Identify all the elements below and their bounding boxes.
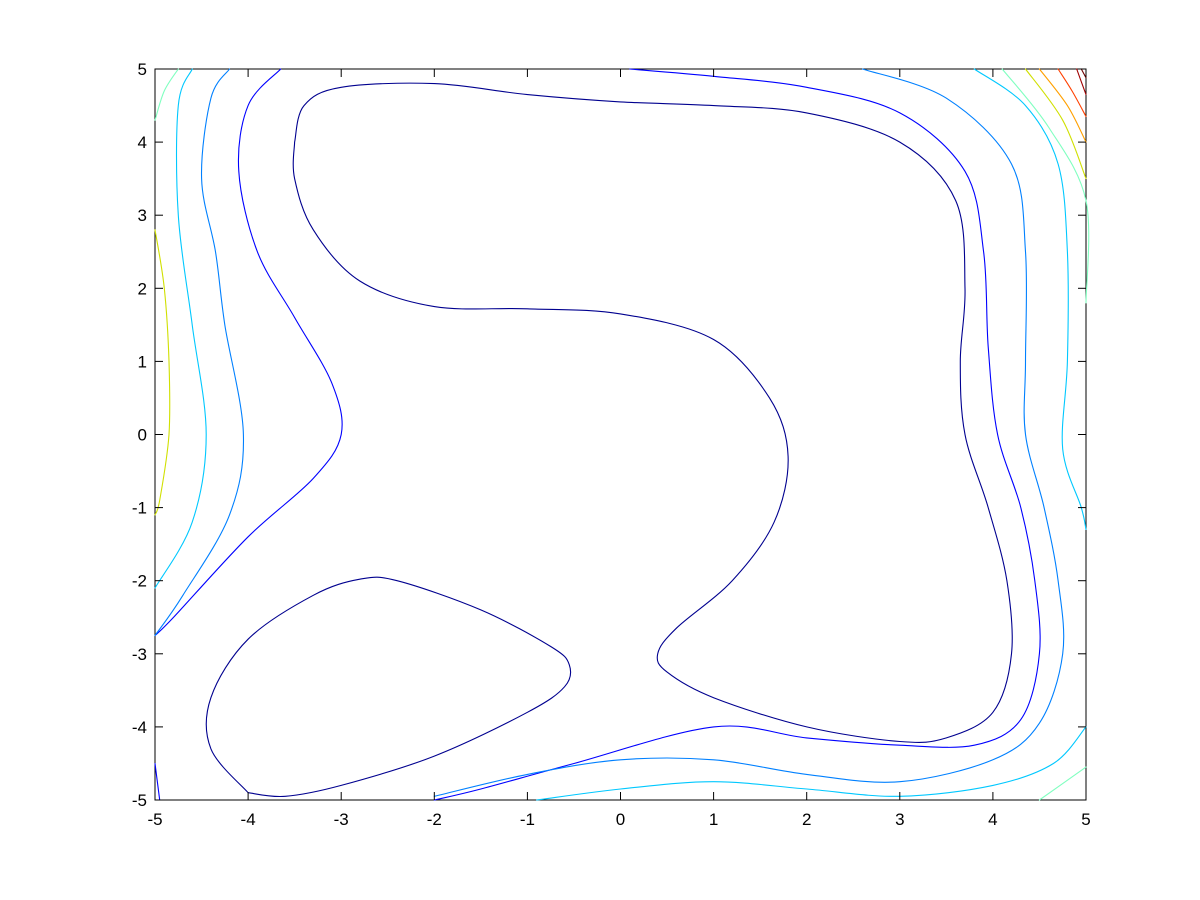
y-tick-label: 5	[138, 60, 147, 79]
contour-line-level-4-7	[154, 68, 207, 589]
axis-ticks	[154, 68, 1087, 801]
x-tick-label: 0	[616, 810, 625, 829]
contour-line-level-4-9	[536, 726, 1087, 801]
y-tick-label: -4	[132, 718, 147, 737]
x-tick-label: 5	[1081, 810, 1090, 829]
x-tick-label: 1	[709, 810, 718, 829]
contour-line-level-7-15	[1038, 68, 1087, 143]
y-tick-label: -1	[132, 499, 147, 518]
y-tick-label: 4	[138, 133, 147, 152]
y-tick-label: 2	[138, 279, 147, 298]
contour-line-level-5-12	[1038, 766, 1087, 801]
y-tick-label: -5	[132, 791, 147, 810]
contour-line-level-5-10	[154, 68, 179, 121]
contour-line-level-6-13	[154, 229, 171, 516]
y-tick-label: 0	[138, 426, 147, 445]
contour-line-level-2-2	[154, 68, 343, 637]
x-tick-label: -5	[147, 810, 162, 829]
contour-line-level-4-8	[973, 68, 1087, 531]
x-axis-tick-labels: -5 -4 -3 -2 -1 0 1 2 3 4 5	[147, 810, 1090, 829]
contour-line-level-3-5	[154, 68, 245, 637]
y-axis-tick-labels: -5 -4 -3 -2 -1 0 1 2 3 4 5	[132, 60, 147, 810]
x-tick-label: 4	[988, 810, 997, 829]
y-tick-label: -3	[132, 645, 147, 664]
x-tick-label: -3	[334, 810, 349, 829]
y-tick-label: 1	[138, 352, 147, 371]
x-tick-label: 2	[802, 810, 811, 829]
contour-line-level-1-1	[205, 576, 572, 798]
contour-line-level-3-6	[433, 68, 1065, 797]
x-tick-label: -4	[241, 810, 256, 829]
contour-line-level-9-17	[1076, 68, 1087, 96]
contour-line-level-2-4	[154, 762, 161, 801]
x-tick-label: -1	[520, 810, 535, 829]
contour-lines	[154, 68, 1090, 801]
contour-line-level-6-14	[1024, 68, 1087, 180]
contour-line-level-5-11	[1001, 68, 1090, 304]
y-tick-label: -2	[132, 572, 147, 591]
x-tick-label: 3	[895, 810, 904, 829]
contour-line-level-8-16	[1057, 68, 1087, 118]
y-tick-label: 3	[138, 206, 147, 225]
x-tick-label: -2	[427, 810, 442, 829]
contour-line-level-2-3	[433, 68, 1041, 801]
plot-area	[154, 68, 1087, 801]
contour-line-level-1-0	[292, 82, 1013, 743]
